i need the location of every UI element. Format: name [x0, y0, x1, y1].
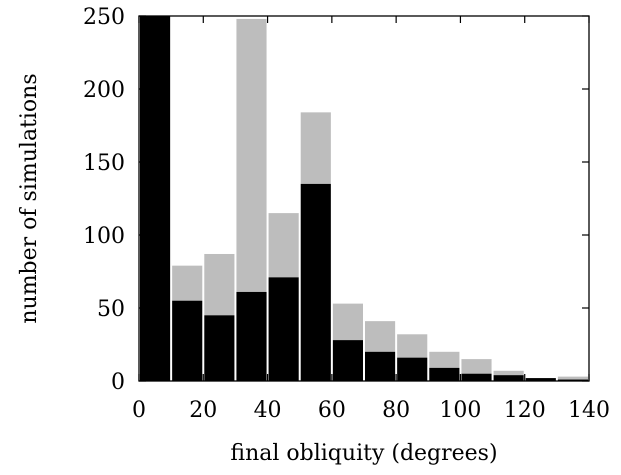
bar-grey-70 — [365, 321, 396, 352]
bar-black-20 — [204, 315, 235, 381]
bar-black-100 — [461, 373, 492, 381]
y-tick-label-200: 200 — [83, 78, 125, 103]
x-tick-label-120: 120 — [504, 398, 546, 423]
bar-grey-60 — [332, 303, 363, 341]
bar-grey-90 — [429, 351, 460, 368]
bar-black-0 — [140, 16, 171, 381]
bar-grey-80 — [397, 334, 428, 358]
bar-grey-10 — [172, 265, 203, 301]
x-tick-label-80: 80 — [382, 398, 410, 423]
plot-frame — [138, 15, 590, 382]
bar-black-120 — [525, 378, 556, 381]
x-tick-label-0: 0 — [132, 398, 146, 423]
bar-black-60 — [332, 340, 363, 381]
x-tick-label-60: 60 — [318, 398, 346, 423]
bar-grey-130 — [557, 376, 588, 380]
bar-black-30 — [236, 291, 267, 381]
bar-grey-40 — [268, 213, 299, 278]
bar-grey-20 — [204, 253, 235, 316]
y-tick-label-150: 150 — [83, 151, 125, 176]
x-tick-label-100: 100 — [439, 398, 481, 423]
x-tick-labels: 0 20 40 60 80 100 120 140 — [132, 398, 610, 423]
bar-black-40 — [268, 277, 299, 381]
bar-grey-30 — [236, 18, 267, 292]
axis-ticks — [138, 15, 590, 382]
bar-grey-100 — [461, 359, 492, 374]
bar-grey-50 — [300, 112, 331, 184]
bar-black-80 — [397, 357, 428, 381]
y-tick-label-250: 250 — [83, 5, 125, 30]
bar-black-50 — [300, 183, 331, 381]
bar-grey-110 — [493, 370, 524, 376]
y-tick-label-100: 100 — [83, 224, 125, 249]
bar-black-90 — [429, 367, 460, 381]
x-tick-label-40: 40 — [254, 398, 282, 423]
bar-black-110 — [493, 375, 524, 381]
y-tick-label-0: 0 — [111, 370, 125, 395]
y-axis-label: number of simulations — [17, 73, 42, 323]
x-axis-label: final obliquity (degrees) — [230, 441, 497, 466]
bar-black-130 — [557, 379, 588, 381]
bars-group — [140, 16, 588, 381]
y-tick-label-50: 50 — [97, 297, 125, 322]
y-tick-labels: 0 50 100 150 200 250 — [83, 5, 125, 395]
x-tick-label-20: 20 — [189, 398, 217, 423]
bar-black-10 — [172, 300, 203, 381]
bar-black-70 — [365, 351, 396, 381]
x-tick-label-140: 140 — [568, 398, 610, 423]
